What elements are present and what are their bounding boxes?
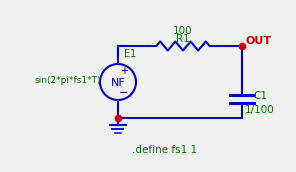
Text: +: + [120, 66, 128, 76]
Text: 1/100: 1/100 [245, 105, 275, 115]
Text: sin(2*pi*fs1*T): sin(2*pi*fs1*T) [35, 76, 101, 84]
Text: −: − [119, 88, 129, 98]
Text: R1: R1 [176, 34, 190, 44]
Text: 100: 100 [173, 26, 193, 36]
Text: E1: E1 [124, 49, 136, 59]
Text: C1: C1 [253, 91, 267, 101]
Text: OUT: OUT [246, 36, 272, 46]
Text: NF: NF [111, 78, 126, 88]
Text: .define fs1 1: .define fs1 1 [132, 145, 197, 155]
